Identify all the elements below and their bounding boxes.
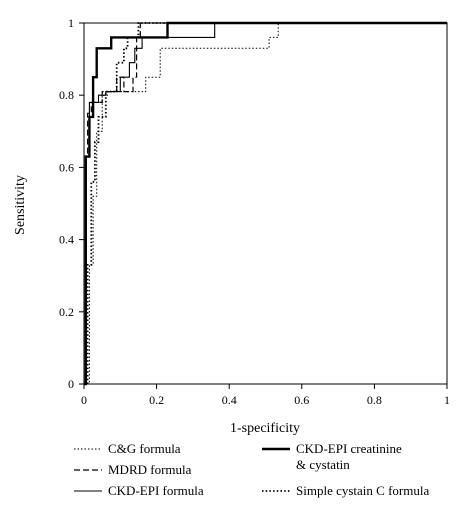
roc-curve-3 <box>84 22 447 385</box>
y-tick-label: 1 <box>68 16 74 30</box>
legend-item-3: CKD-EPI formula <box>74 483 204 498</box>
y-tick-label: 0.4 <box>59 233 74 247</box>
legend-item-2: MDRD formula <box>74 462 192 477</box>
legend-label: CKD-EPI creatinine <box>296 441 402 456</box>
legend-label: C&G formula <box>108 441 181 456</box>
roc-curve-2 <box>84 22 447 385</box>
roc-curves <box>84 21 447 386</box>
x-tick-label: 0 <box>81 393 87 407</box>
x-tick-label: 0.8 <box>367 393 382 407</box>
legend-item-5: Simple cystain C formula <box>262 483 429 498</box>
legend: C&G formula MDRD formula CKD-EPI formula CK… <box>74 441 429 498</box>
legend-item-1: C&G formula <box>74 441 181 456</box>
roc-curve-5 <box>84 22 447 385</box>
roc-curve-1 <box>84 22 447 385</box>
roc-curve-4 <box>84 21 447 386</box>
legend-label: MDRD formula <box>108 462 192 477</box>
y-tick-label: 0.6 <box>59 160 74 174</box>
x-axis-label: 1-specificity <box>230 421 300 436</box>
legend-label: & cystatin <box>296 457 350 472</box>
y-tick-label: 0.2 <box>59 305 74 319</box>
plot-frame <box>83 22 448 385</box>
x-tick-label: 0.2 <box>149 393 164 407</box>
x-tick-label: 1 <box>444 393 450 407</box>
legend-label: CKD-EPI formula <box>108 483 204 498</box>
legend-item-4: CKD-EPI creatinine& cystatin <box>262 441 402 472</box>
y-tick-label: 0 <box>68 377 74 391</box>
x-tick-label: 0.4 <box>222 393 237 407</box>
y-tick-label: 0.8 <box>59 88 74 102</box>
x-tick-label: 0.6 <box>294 393 309 407</box>
axes: 0 0.2 0.4 0.6 0.8 1 0 0.2 0.4 0.6 0.8 1 <box>59 16 450 407</box>
legend-label: Simple cystain C formula <box>296 483 429 498</box>
y-axis-label: Sensitivity <box>13 175 28 235</box>
